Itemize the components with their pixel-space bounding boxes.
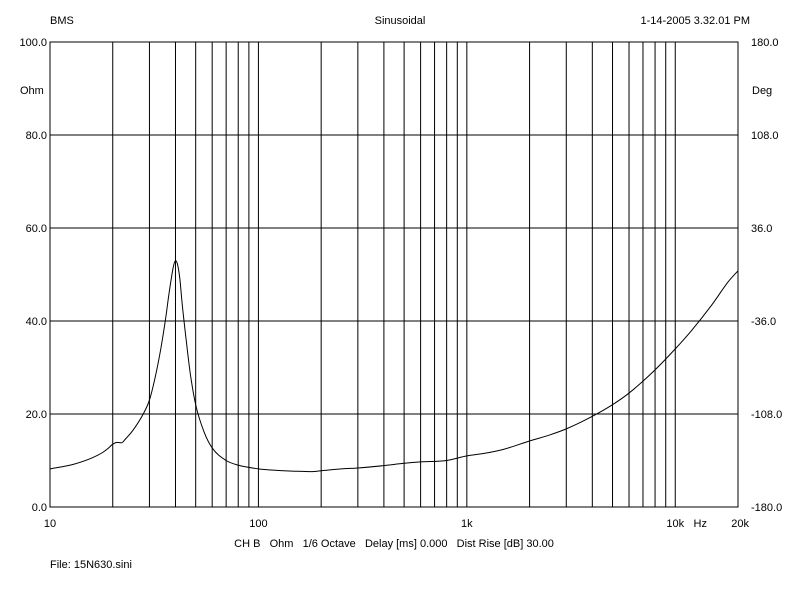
x-tick-label: 20k <box>731 518 749 530</box>
y2-tick-label: 180.0 <box>751 37 779 49</box>
file-name: File: 15N630.sini <box>50 559 132 571</box>
y2-tick-label: -36.0 <box>751 316 776 328</box>
plot-frame <box>49 41 739 508</box>
x-tick-label: 100 <box>249 518 267 530</box>
y2-tick-label: -108.0 <box>751 409 782 421</box>
y-tick-label: 0.0 <box>32 502 47 514</box>
chart-mode: Sinusoidal <box>375 15 426 27</box>
x-axis: 10 100 1k 10k 20k Hz <box>44 518 750 530</box>
y2-axis-label: Deg <box>752 85 772 97</box>
chart-timestamp: 1-14-2005 3.32.01 PM <box>641 15 750 27</box>
y-axis-left: 0.0 20.0 40.0 60.0 80.0 100.0 <box>19 37 47 514</box>
x-unit-label: Hz <box>694 518 707 530</box>
y-axis-label: Ohm <box>20 85 44 97</box>
y2-tick-label: 36.0 <box>751 223 772 235</box>
x-tick-label: 1k <box>461 518 473 530</box>
x-tick-label: 10 <box>44 518 56 530</box>
impedance-line <box>49 260 739 473</box>
y-tick-label: 20.0 <box>26 409 47 421</box>
y2-tick-label: -180.0 <box>751 502 782 514</box>
channel-info: CH B Ohm 1/6 Octave Delay [ms] 0.000 Dis… <box>234 538 554 550</box>
y-tick-label: 60.0 <box>26 223 47 235</box>
chart-brand: BMS <box>50 15 74 27</box>
y-tick-label: 40.0 <box>26 316 47 328</box>
grid-lines <box>50 42 738 507</box>
x-tick-label: 10k <box>666 518 684 530</box>
y-axis-right: -180.0 -108.0 -36.0 36.0 108.0 180.0 <box>751 37 782 514</box>
series-group <box>49 260 739 473</box>
y2-tick-label: 108.0 <box>751 130 779 142</box>
y-tick-label: 100.0 <box>19 37 47 49</box>
y-tick-label: 80.0 <box>26 130 47 142</box>
